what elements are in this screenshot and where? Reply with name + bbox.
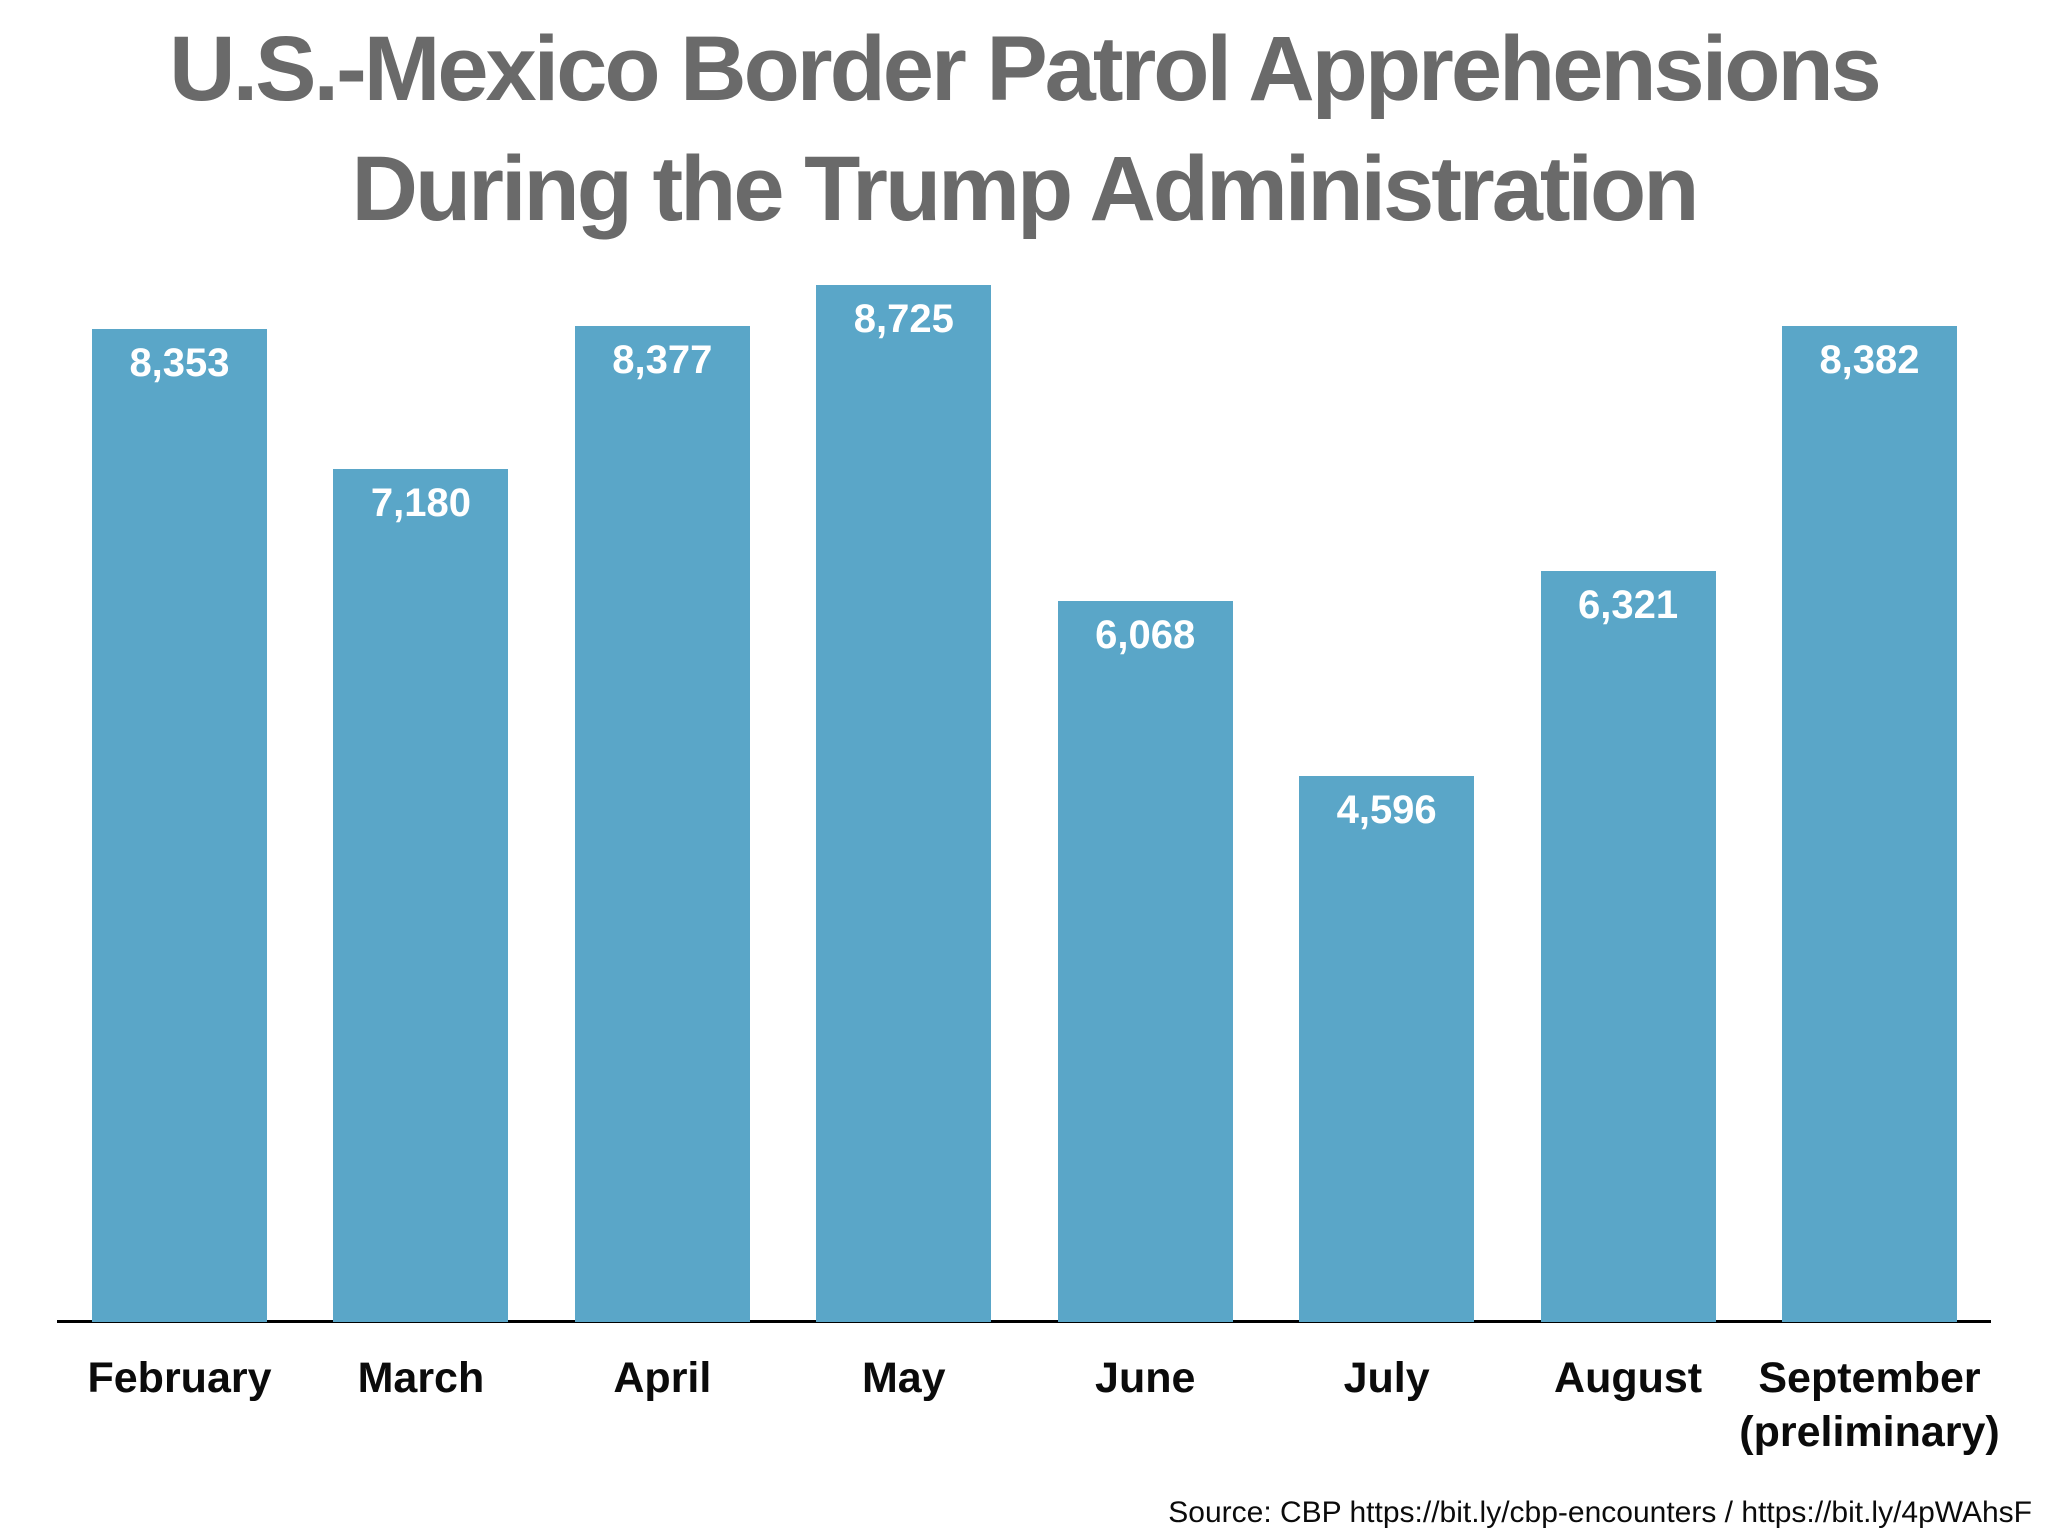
x-axis-line (57, 1320, 1991, 1323)
x-axis-label-may: May (861, 1354, 946, 1402)
chart-bar-april: 8,377 (574, 326, 750, 1322)
x-axis-label-august: August (1554, 1354, 1703, 1402)
bar-value-label: 8,725 (853, 297, 954, 341)
chart-title-line1: U.S.-Mexico Border Patrol Apprehensions (169, 18, 1882, 120)
chart-bar-march: 7,180 (333, 468, 509, 1322)
chart-bar-september: 8,382 (1782, 325, 1957, 1322)
chart-title-line2: During the Trump Administration (351, 137, 1700, 240)
bar-value-label: 7,180 (370, 480, 471, 525)
bar-value-label: 8,353 (129, 341, 230, 386)
bar-value-label: 8,377 (612, 338, 713, 383)
x-axis-label-march: March (357, 1354, 485, 1402)
x-axis-label-april: April (613, 1354, 712, 1402)
chart-bar-august: 6,321 (1540, 570, 1716, 1322)
chart-bar-june: 6,068 (1057, 600, 1233, 1322)
bar-value-label: 8,382 (1819, 337, 1920, 382)
x-axis-label-february: February (87, 1354, 272, 1402)
source-note: Source: CBP https://bit.ly/cbp-encounter… (1168, 1496, 2032, 1529)
x-axis-label-september: September (preliminary) (1739, 1354, 2000, 1456)
bar-value-label: 4,596 (1336, 787, 1437, 832)
x-axis-label-june: June (1095, 1354, 1196, 1402)
chart-bar-july: 4,596 (1299, 775, 1475, 1322)
bar-value-label: 6,321 (1578, 582, 1679, 627)
chart-bar-may: 8,725 (816, 285, 992, 1322)
chart-title: U.S.-Mexico Border Patrol Apprehensions … (0, 10, 2048, 249)
chart-bar-february: 8,353 (92, 329, 267, 1322)
bar-value-label: 6,068 (1095, 612, 1196, 657)
x-axis-label-july: July (1343, 1354, 1430, 1402)
